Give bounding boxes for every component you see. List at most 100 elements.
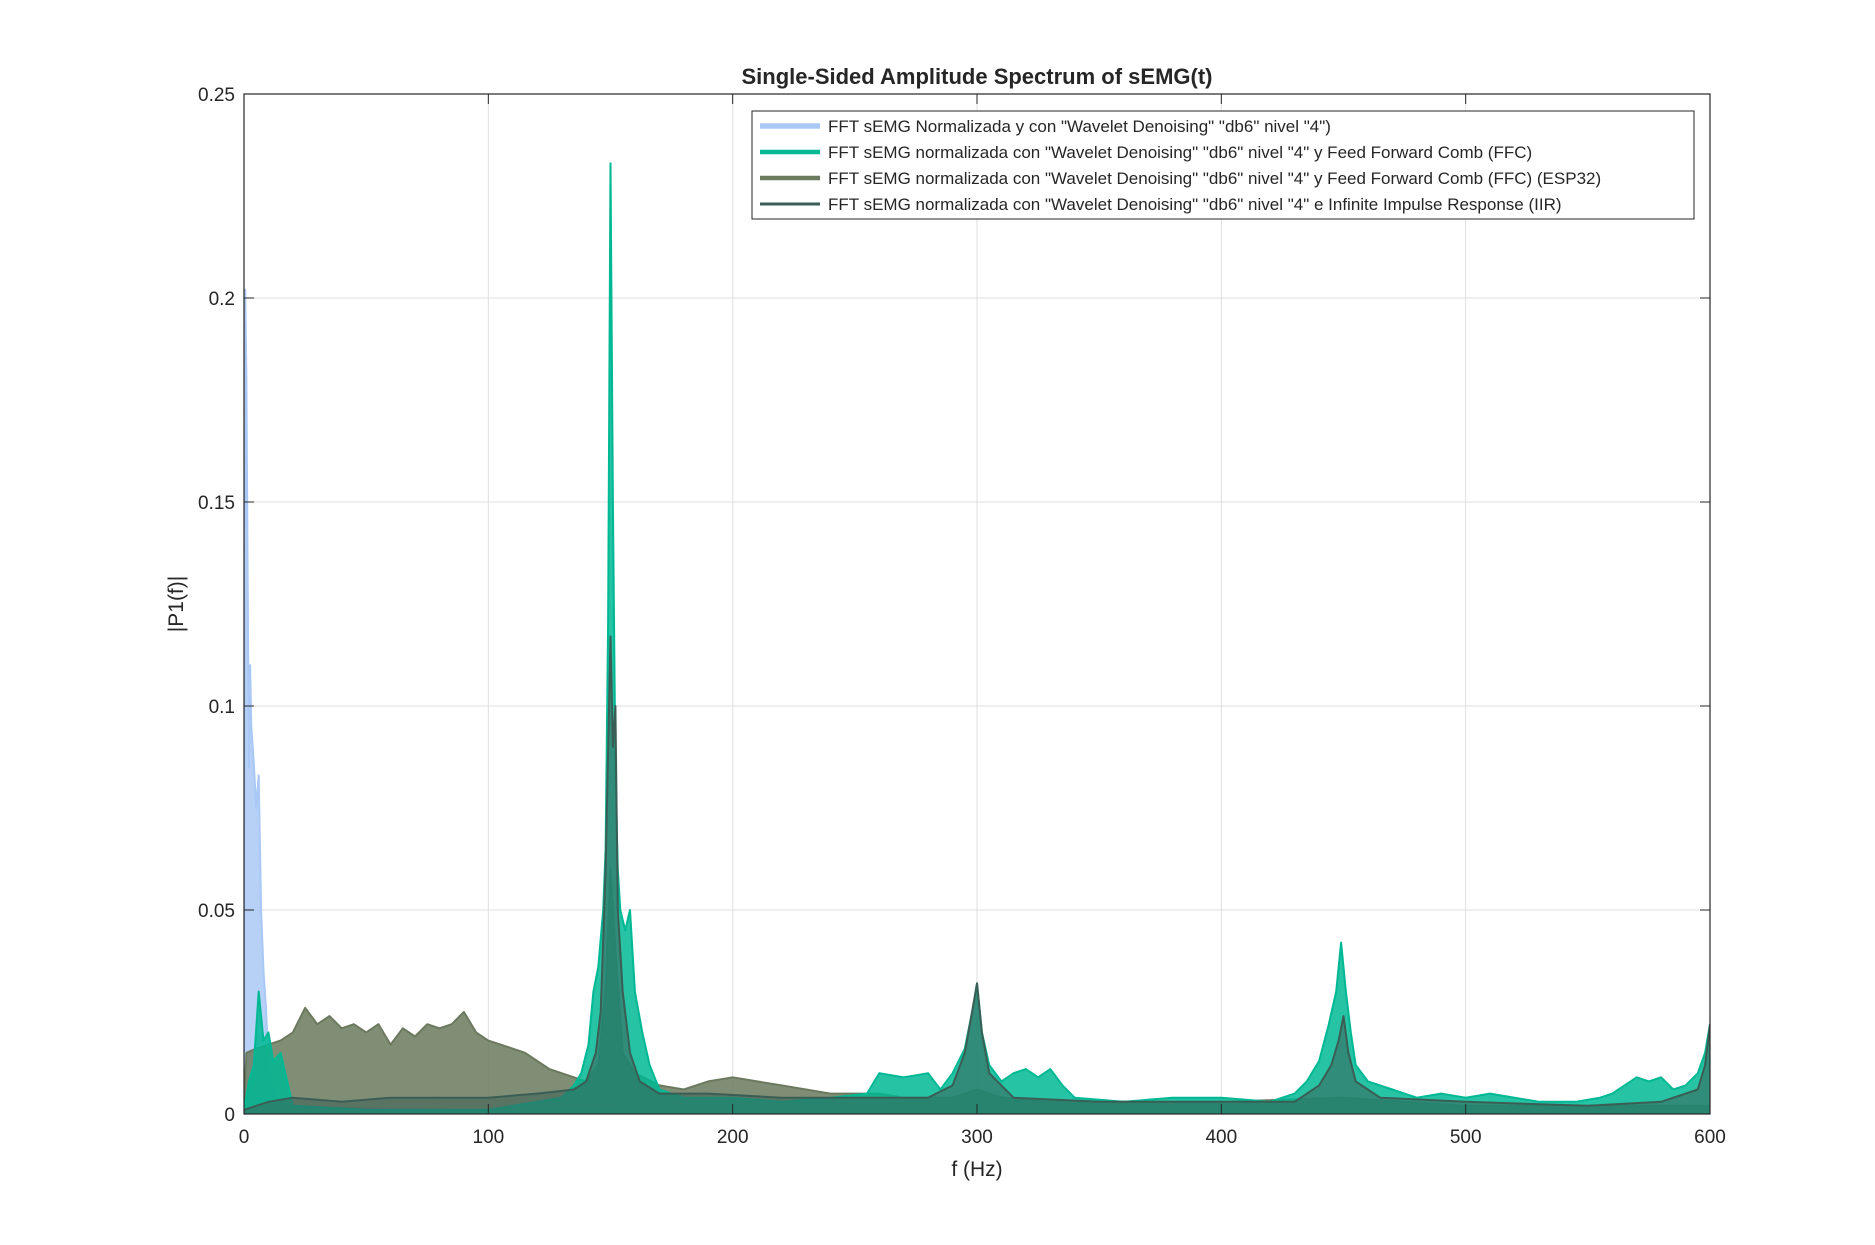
- series-4-point: [629, 1052, 631, 1054]
- series-4-point: [707, 1092, 709, 1095]
- series-2-point: [1635, 1076, 1638, 1079]
- series-1-point: [262, 970, 265, 972]
- series-4-point: [639, 1080, 641, 1083]
- series-3-point: [475, 1031, 477, 1034]
- series-4-point: [1293, 1101, 1296, 1103]
- series-1-point: [249, 664, 251, 666]
- series-layer: [244, 162, 1710, 1114]
- series-2-point: [1306, 1080, 1308, 1083]
- series-3-point: [402, 1027, 404, 1030]
- series-3-point: [499, 1043, 502, 1046]
- series-1-point: [248, 766, 250, 768]
- x-axis-label: f (Hz): [951, 1158, 1002, 1181]
- series-2-point: [1171, 1096, 1174, 1099]
- series-2-point: [1623, 1084, 1626, 1087]
- series-2-point: [658, 1088, 661, 1091]
- series-4-point: [1704, 1064, 1706, 1066]
- series-1-point: [245, 378, 248, 381]
- series-2-point: [1440, 1092, 1442, 1095]
- series-2-point: [612, 501, 614, 503]
- series-4-point: [1220, 1101, 1223, 1103]
- series-4-point: [487, 1096, 490, 1099]
- series-4-point: [964, 1052, 966, 1054]
- series-2-point: [902, 1076, 905, 1079]
- series-2-point: [1318, 1060, 1320, 1062]
- series-2-point: [1335, 990, 1337, 993]
- y-tick-label: 0.15: [198, 493, 235, 514]
- series-4-point: [585, 1080, 587, 1083]
- series-4-point: [614, 705, 617, 707]
- series-2-point: [1073, 1096, 1076, 1099]
- y-tick-label: 0.1: [209, 697, 235, 718]
- series-4-point: [1012, 1096, 1015, 1099]
- legend: FFT sEMG Normalizada y con "Wavelet Deno…: [751, 110, 1695, 220]
- series-4-point: [1342, 1015, 1345, 1017]
- series-2-point: [253, 1064, 255, 1066]
- series-4-point: [617, 909, 619, 911]
- series-3-point: [414, 1035, 416, 1038]
- y-tick-label: 0.2: [209, 289, 235, 310]
- series-3-point: [756, 1080, 758, 1083]
- series-1-point: [250, 725, 253, 728]
- series-1-point: [257, 774, 260, 777]
- series-2-point: [1340, 941, 1342, 944]
- series-4-point: [780, 1096, 783, 1099]
- legend-label-3: FFT sEMG normalizada con "Wavelet Denois…: [828, 169, 1601, 188]
- series-3-point: [707, 1080, 709, 1083]
- series-2-point: [580, 1072, 582, 1074]
- legend-label-2: FFT sEMG normalizada con "Wavelet Denois…: [828, 143, 1532, 162]
- series-2-point: [1648, 1080, 1650, 1083]
- series-2-point: [1538, 1101, 1540, 1103]
- series-4-point: [267, 1101, 270, 1103]
- series-3-point: [536, 1060, 538, 1062]
- series-4-point: [438, 1096, 441, 1099]
- y-tick-label: 0.25: [198, 85, 235, 106]
- series-2-point: [619, 909, 622, 911]
- series-2-point: [1489, 1092, 1491, 1095]
- series-2-point: [1012, 1072, 1015, 1074]
- series-2-point: [641, 1031, 644, 1034]
- y-axis-label: |P1(f)|: [165, 576, 188, 632]
- series-3-point: [524, 1052, 526, 1054]
- x-tick-label: 300: [961, 1127, 993, 1148]
- series-2-point: [1345, 990, 1347, 993]
- y-tick-label: 0: [224, 1105, 235, 1126]
- series-2-point: [1367, 1080, 1369, 1083]
- series-2-point: [1697, 1072, 1699, 1074]
- series-4-point: [976, 982, 978, 985]
- x-tick-label: 200: [717, 1127, 749, 1148]
- series-3-point: [512, 1047, 514, 1050]
- series-2-point: [939, 1088, 942, 1091]
- series-4-point: [621, 990, 624, 993]
- series-4: [244, 635, 1710, 1114]
- series-2-point: [1037, 1076, 1039, 1079]
- series-4-point: [292, 1096, 294, 1099]
- series-2-point: [1464, 1096, 1467, 1099]
- series-3-point: [292, 1031, 294, 1034]
- series-3-point: [438, 1027, 441, 1030]
- series-4-point: [1464, 1101, 1467, 1103]
- legend-label-1: FFT sEMG Normalizada y con "Wavelet Deno…: [828, 117, 1331, 136]
- series-3-point: [304, 1007, 306, 1009]
- series-1-point: [246, 582, 249, 585]
- series-4-point: [981, 1031, 983, 1034]
- series-3-point: [279, 1039, 282, 1042]
- series-2-point: [1684, 1084, 1687, 1087]
- series-4-point: [340, 1101, 343, 1103]
- series-2-point: [609, 162, 612, 165]
- series-4-point: [604, 868, 607, 870]
- legend-box: [751, 110, 1695, 220]
- series-2-point: [624, 929, 626, 932]
- series-2-point: [1574, 1101, 1577, 1103]
- legend-entries: FFT sEMG Normalizada y con "Wavelet Deno…: [760, 117, 1601, 214]
- series-4-point: [854, 1096, 856, 1099]
- series-2-point: [648, 1064, 651, 1066]
- series-4-point: [573, 1088, 575, 1091]
- series-4-point: [599, 1011, 602, 1013]
- series-4-point: [1098, 1101, 1100, 1103]
- series-2-point: [1354, 1064, 1357, 1066]
- axis-ticks: 0 100 200 300 400 500 600 0 0.05 0.1 0.15 0.2 0.25: [198, 85, 1726, 1148]
- series-4-point: [951, 1084, 954, 1087]
- series-2-point: [587, 1043, 590, 1046]
